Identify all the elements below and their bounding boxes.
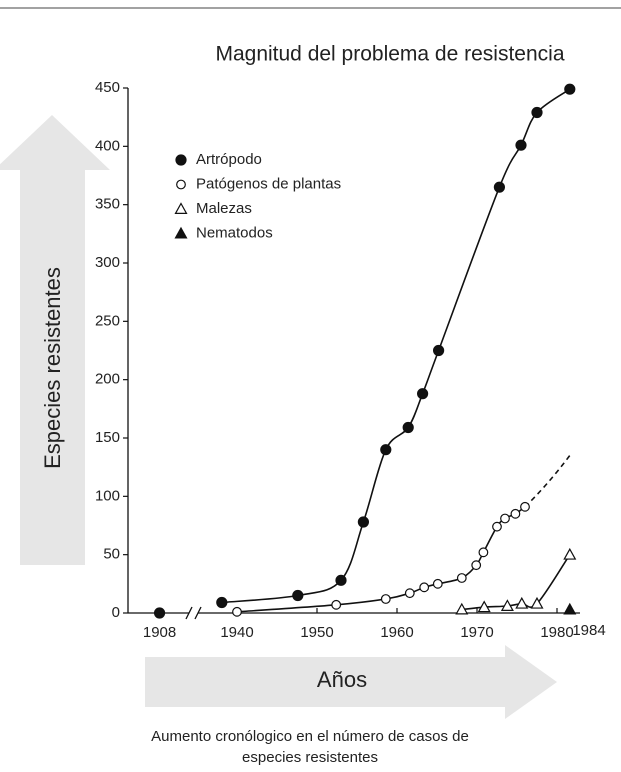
marker [530,596,544,609]
marker [510,508,521,519]
legend-marker [174,226,188,239]
x-tick-label: 1984 [572,622,605,639]
marker [531,106,543,119]
y-tick-label: 100 [95,487,120,504]
x-tick-label: 1940 [220,624,253,641]
y-tick-label: 150 [95,429,120,446]
extension-line [524,455,571,508]
legend-label: Artrópodo [196,151,262,168]
marker [153,607,166,619]
marker [232,606,242,617]
marker [520,501,530,512]
x-tick-label: 1908 [143,624,176,641]
y-tick-label: 250 [95,312,120,329]
marker [331,599,342,610]
marker [478,547,489,558]
y-tick-label: 350 [95,196,120,213]
x-axis-label: Años [317,667,367,692]
marker [380,594,391,604]
marker [493,181,505,193]
marker [402,421,414,434]
marker [417,388,429,400]
legend-label: Patógenos de plantas [196,175,341,192]
marker [357,516,369,528]
x-arrow [145,645,557,719]
axis-break [194,606,202,620]
x-tick-label: 1960 [380,624,413,641]
marker [432,578,443,589]
marker [515,596,529,609]
legend-marker [174,202,188,214]
y-tick-label: 400 [95,137,120,154]
caption: especies resistentes [242,749,378,766]
y-tick-label: 50 [103,546,120,563]
fit-curve [221,88,571,604]
caption: Aumento cronólogico en el número de caso… [151,728,469,745]
marker [335,574,347,586]
legend-label: Malezas [196,200,252,217]
marker [471,560,482,571]
marker [564,83,576,95]
x-tick-label: 1970 [460,624,493,641]
chart-title: Magnitud del problema de resistencia [215,43,564,66]
y-tick-label: 300 [95,254,120,271]
marker [563,547,577,560]
legend-label: Nematodos [196,224,273,241]
marker [456,573,467,583]
fit-curve [236,506,526,613]
marker [477,600,491,613]
y-arrow [0,115,110,565]
y-tick-label: 450 [95,79,120,96]
y-tick-label: 0 [112,604,120,621]
x-tick-label: 1950 [300,624,333,641]
marker [404,588,415,599]
y-axis-label: Especies resistentes [40,267,65,469]
marker [515,139,527,151]
legend-marker [176,179,186,190]
y-tick-label: 200 [95,371,120,388]
marker [563,602,577,615]
axis-break [185,606,193,620]
legend-marker [175,154,187,166]
marker [455,602,469,615]
marker [500,599,514,612]
marker [419,582,430,593]
marker [380,444,392,456]
marker [500,513,510,524]
marker [492,521,502,532]
x-tick-label: 1980 [540,624,573,641]
marker [292,589,304,602]
marker [216,596,228,609]
marker [433,344,445,357]
